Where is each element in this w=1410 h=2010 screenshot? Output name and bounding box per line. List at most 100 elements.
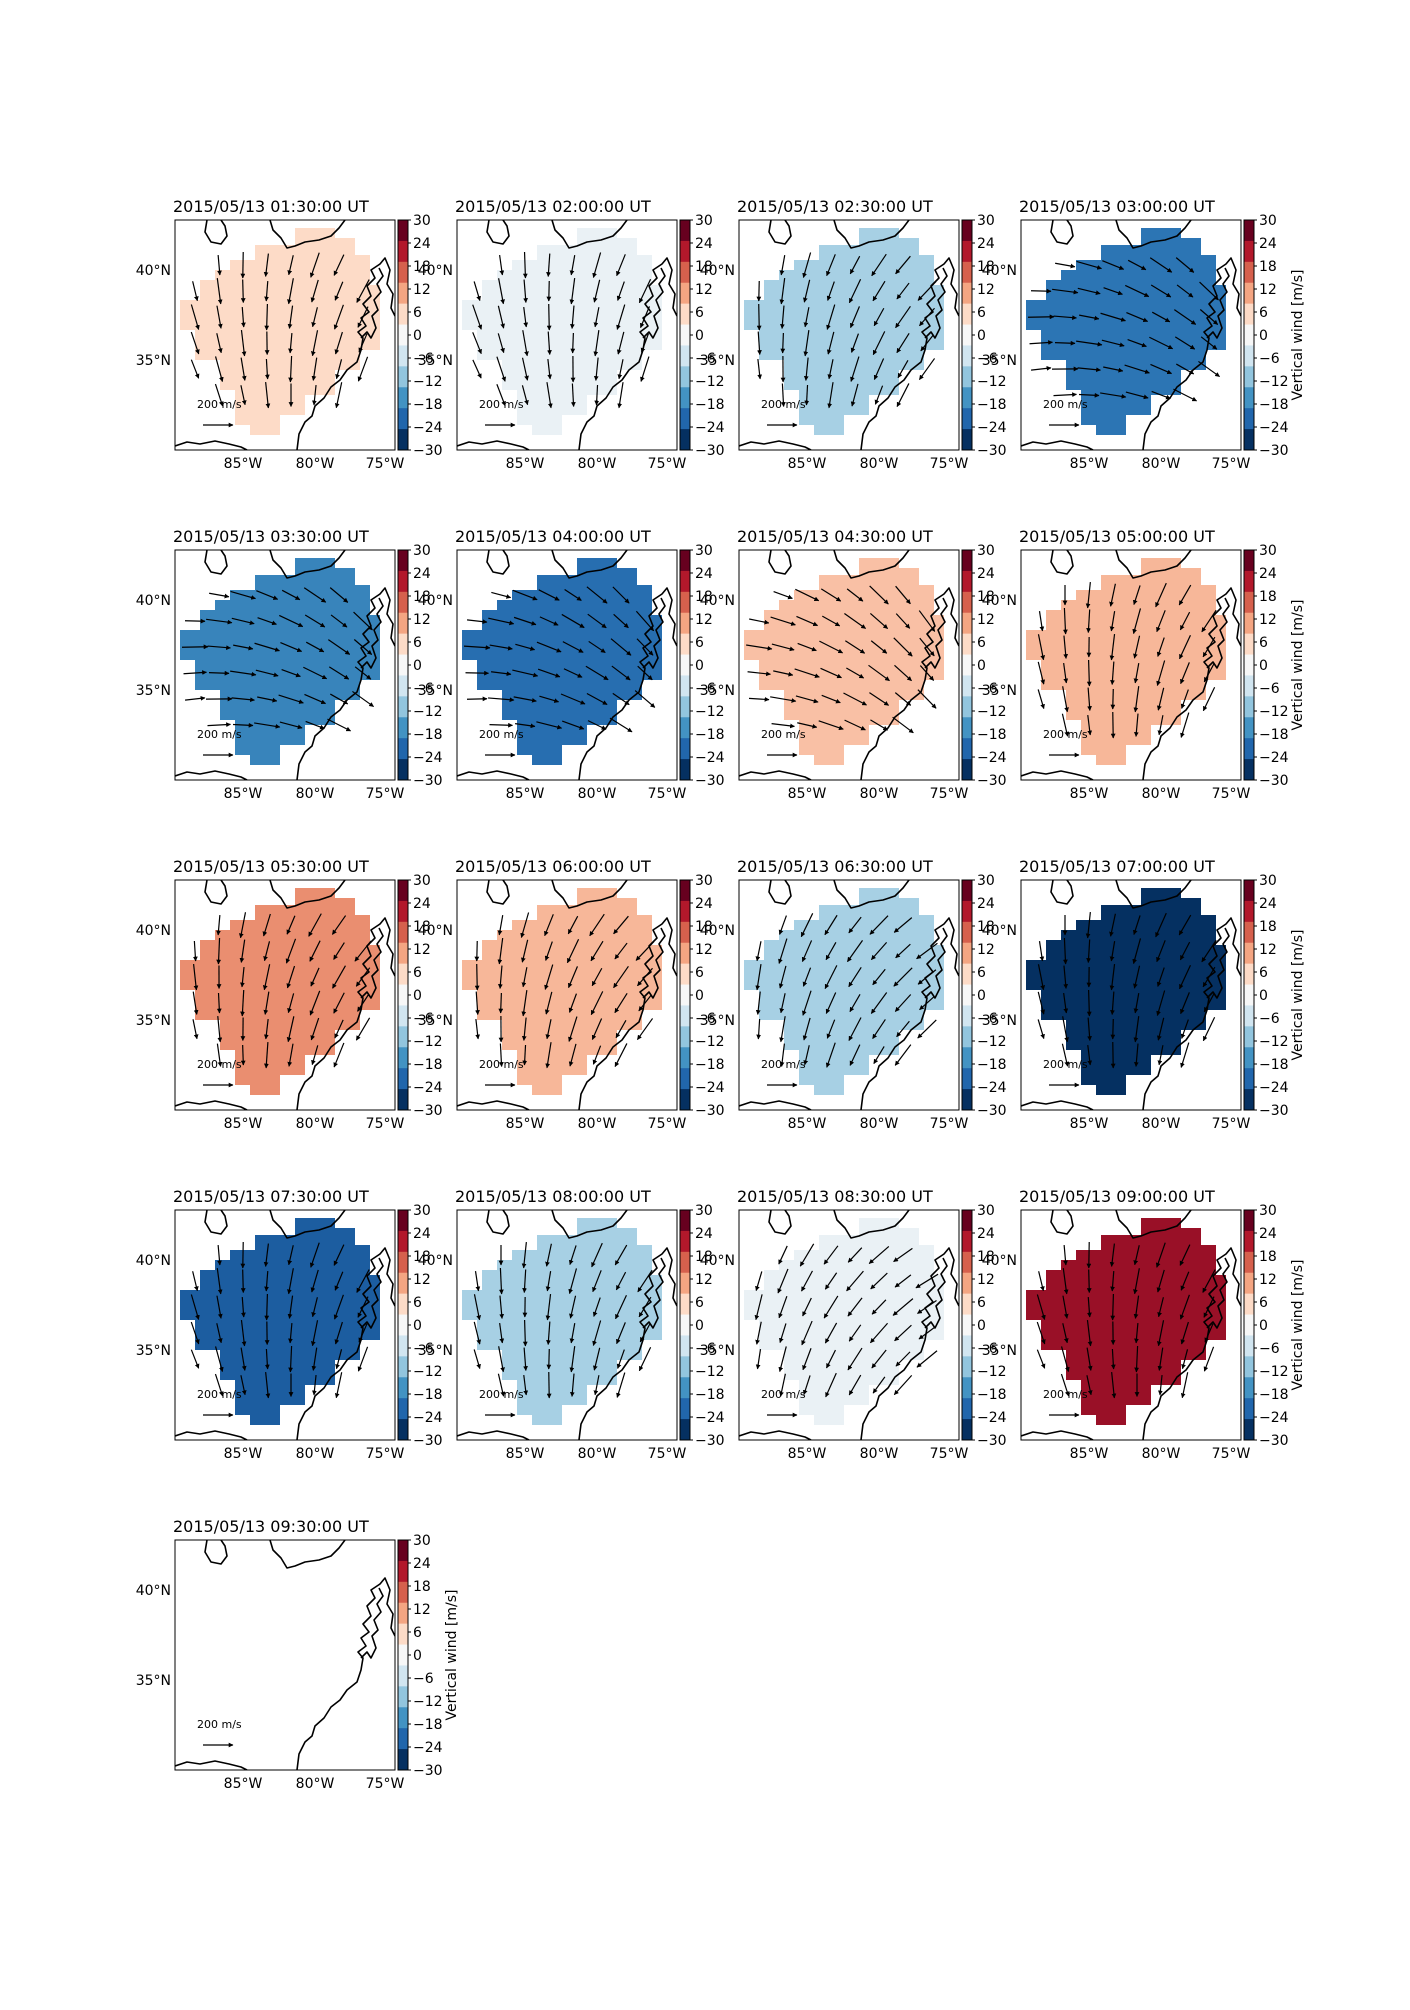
wind-arrow <box>216 333 223 354</box>
colorbar-segment <box>680 880 690 902</box>
colorbar-label: Vertical wind [m/s] <box>1290 1260 1306 1391</box>
wind-arrow <box>216 1323 223 1344</box>
wind-arrow <box>264 1348 270 1370</box>
wind-arrow <box>1134 1345 1140 1373</box>
colorbar-tick-label: 24 <box>1259 566 1277 582</box>
wind-arrow <box>1133 1245 1140 1266</box>
colorbar-tick-label: −24 <box>1259 420 1289 436</box>
wind-arrow <box>1173 388 1198 402</box>
latitude-label: 40°N <box>700 923 735 939</box>
wind-arrow <box>1175 257 1195 273</box>
colorbar-segment <box>962 303 972 326</box>
wind-arrow <box>522 1269 527 1293</box>
vertical-wind-region <box>744 228 944 435</box>
colorbar-tick-label: −6 <box>413 681 434 697</box>
wind-arrow <box>592 1320 602 1346</box>
colorbar-tick-label: 24 <box>413 236 431 252</box>
chesapeake-bay <box>1206 1257 1230 1329</box>
wind-arrow <box>824 1272 838 1290</box>
latitude-label: 35°N <box>700 1343 735 1359</box>
colorbar-segment <box>398 654 408 676</box>
wind-arrow <box>1037 964 1046 991</box>
wind-arrow <box>353 639 373 655</box>
colorbar-tick-label: −6 <box>413 1011 434 1027</box>
colorbar-tick-label: 24 <box>413 1226 431 1242</box>
wind-arrow <box>1156 610 1166 633</box>
colorbar-tick-label: 6 <box>695 635 704 651</box>
wind-arrow <box>795 588 820 602</box>
colorbar: 30 24 18 12 6 0 −6 −12 −18 −24 −30 Vertical wind [m… <box>1243 873 1306 1119</box>
wind-arrow <box>568 1043 577 1067</box>
wind-arrow <box>803 330 810 357</box>
wind-arrow <box>918 358 936 380</box>
wind-arrow <box>1086 1375 1093 1396</box>
wind-arrow <box>1037 634 1046 661</box>
wind-arrow <box>1179 1244 1191 1266</box>
wind-arrow <box>593 279 601 303</box>
wind-arrow <box>230 670 257 677</box>
map-frame <box>1020 549 1242 781</box>
colorbar-segment <box>962 1314 972 1336</box>
latitude-label: 40°N <box>982 263 1017 279</box>
wind-arrow <box>635 610 655 632</box>
wind-arrow <box>496 356 507 382</box>
chesapeake-bay <box>360 267 384 339</box>
colorbar-segment <box>680 550 690 572</box>
wind-arrow <box>208 670 230 676</box>
colorbar-segment <box>962 880 972 902</box>
wind-arrow <box>616 254 626 277</box>
panel-title: 2015/05/13 08:00:00 UT <box>455 1187 651 1206</box>
reference-arrow-label: 200 m/s <box>1043 1388 1088 1401</box>
wind-arrow <box>1180 1019 1189 1039</box>
wind-arrow <box>327 639 351 655</box>
colorbar-tick-label: 12 <box>977 612 995 628</box>
wind-arrow <box>893 1374 913 1396</box>
colorbar-segment <box>398 220 408 242</box>
reference-arrow-label: 200 m/s <box>197 1388 242 1401</box>
wind-arrow <box>804 384 810 406</box>
wind-arrow <box>240 1320 247 1347</box>
latitude-label: 40°N <box>418 1253 453 1269</box>
wind-arrow <box>488 617 515 626</box>
colorbar-tick-label: 0 <box>413 1318 422 1334</box>
wind-arrow <box>334 1321 343 1345</box>
colorbar-segment <box>1244 1398 1254 1420</box>
wind-arrow <box>1203 1346 1215 1372</box>
gulf-coastline <box>457 1100 530 1110</box>
colorbar-segment <box>398 550 408 572</box>
wind-arrow <box>849 1044 861 1066</box>
colorbar-tick-label: 6 <box>695 965 704 981</box>
wind-arrow <box>591 967 603 987</box>
colorbar-tick-label: 0 <box>977 988 986 1004</box>
colorbar-segment <box>1244 282 1254 305</box>
wind-arrow <box>288 1322 293 1344</box>
colorbar-segment <box>680 612 690 635</box>
wind-arrow <box>638 1296 652 1318</box>
colorbar-tick-label: −18 <box>413 1717 443 1733</box>
wind-arrow <box>1157 1297 1164 1318</box>
longitude-label: 85°W <box>1070 1116 1109 1132</box>
wind-arrow <box>1063 635 1069 659</box>
wind-arrow <box>779 1323 787 1344</box>
wind-arrow <box>473 1294 482 1321</box>
map-area <box>175 1540 395 1770</box>
map-area <box>739 880 959 1110</box>
latitude-label: 40°N <box>418 593 453 609</box>
wind-arrow <box>1180 1321 1189 1345</box>
colorbar-segment <box>1244 261 1254 284</box>
longitude-label: 80°W <box>860 456 899 472</box>
colorbar-segment <box>1244 345 1254 367</box>
wind-arrow <box>491 591 512 599</box>
colorbar-tick-label: −24 <box>1259 1410 1289 1426</box>
wind-arrow <box>498 278 505 305</box>
colorbar-segment <box>680 1377 690 1399</box>
wind-arrow <box>287 1295 294 1319</box>
longitude-label: 80°W <box>296 456 335 472</box>
lake-outline <box>768 1210 792 1235</box>
wind-arrow <box>564 589 582 601</box>
colorbar: 30 24 18 12 6 0 −6 −12 −18 −24 −30 <box>397 543 443 789</box>
colorbar-segment <box>1244 717 1254 739</box>
colorbar-segment <box>1244 1272 1254 1295</box>
vertical-wind-region <box>462 1218 662 1425</box>
wind-arrow <box>305 720 325 730</box>
